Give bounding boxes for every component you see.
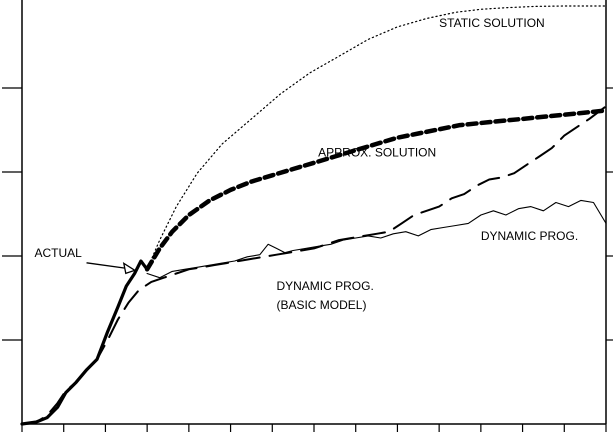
annotation-layer: STATIC SOLUTION APPROX. SOLUTION DYNAMIC P… — [35, 16, 579, 312]
annotation-arrow-line — [86, 262, 127, 269]
annotation-label: DYNAMIC PROG. — [276, 279, 373, 293]
series-line-approx-solution — [144, 108, 609, 272]
series-layer — [20, 5, 609, 426]
annotation-label: ACTUAL — [35, 246, 83, 260]
annotation-label: (BASIC MODEL) — [276, 298, 366, 312]
annotation-label: APPROX. SOLUTION — [318, 145, 436, 159]
annotation-label: STATIC SOLUTION — [439, 16, 545, 30]
annotation-label: DYNAMIC PROG. — [481, 229, 578, 243]
series-line-dynamic-prog-basic-model — [21, 105, 607, 425]
series-line-static-solution — [146, 5, 607, 270]
annotation-arrow-head — [122, 261, 137, 275]
series-line-actual — [20, 259, 149, 426]
